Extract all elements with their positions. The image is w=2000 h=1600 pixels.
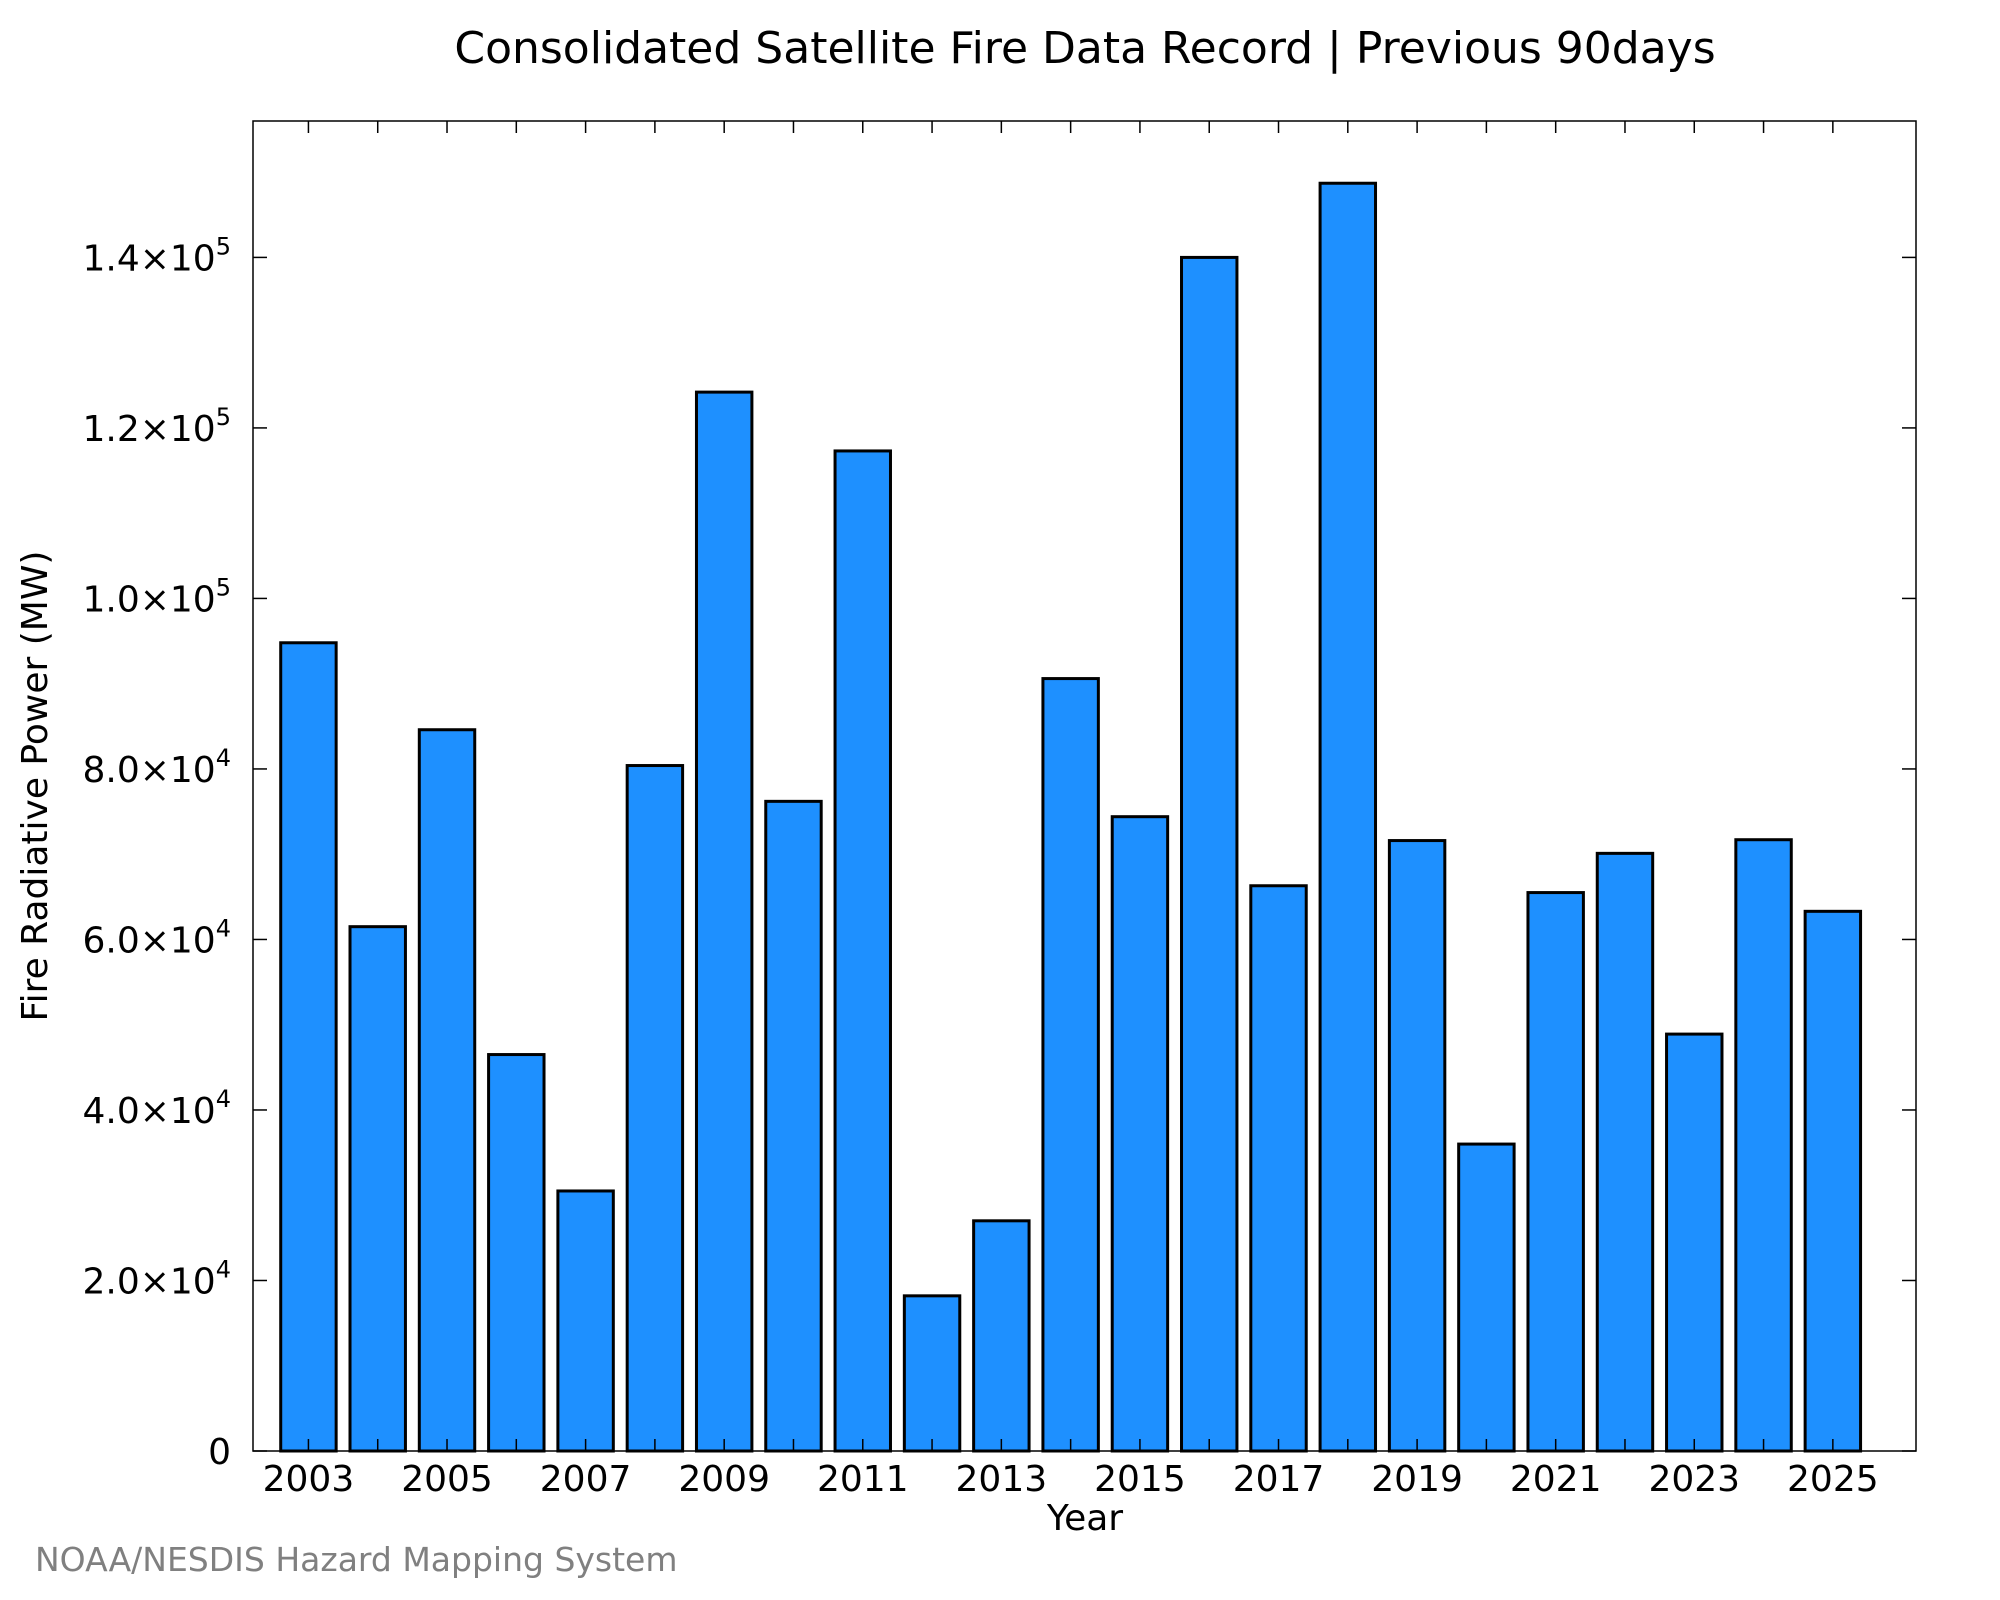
x-tick-label-2011: 2011 — [817, 1459, 909, 1500]
bar-2017 — [1249, 884, 1308, 1453]
bar-2012 — [902, 1294, 962, 1453]
bar-2025 — [1803, 909, 1863, 1453]
y-tick-label-20000: 2.0×104 — [82, 1255, 231, 1302]
bar-2020 — [1457, 1142, 1516, 1453]
plot-frame — [252, 120, 1917, 1452]
bar-2021 — [1526, 891, 1585, 1453]
y-axis-label: Fire Radiative Power (MW) — [15, 551, 56, 1022]
x-tick-label-2009: 2009 — [678, 1459, 770, 1500]
y-tick-label-60000: 6.0×104 — [82, 914, 231, 961]
y-tick-label-80000: 8.0×104 — [82, 744, 231, 791]
x-tick-label-2005: 2005 — [401, 1459, 493, 1500]
bar-2015 — [1110, 815, 1170, 1453]
x-tick-label-2017: 2017 — [1233, 1459, 1325, 1500]
bar-2003 — [279, 641, 338, 1453]
x-tick-label-2003: 2003 — [263, 1459, 355, 1500]
bar-2009 — [694, 390, 754, 1453]
y-tick-label-100000: 1.0×105 — [82, 573, 231, 620]
y-axis: 0 2.0×104 4.0×104 6.0×104 8.0×104 1.0×105 1.2×… — [82, 232, 1916, 1473]
bar-2004 — [348, 925, 407, 1453]
bar-2016 — [1180, 255, 1239, 1453]
x-tick-label-2021: 2021 — [1510, 1459, 1602, 1500]
x-tick-label-2019: 2019 — [1371, 1459, 1463, 1500]
bar-2006 — [487, 1053, 546, 1453]
y-tick-label-120000: 1.2×105 — [82, 403, 231, 450]
bar-2018 — [1318, 181, 1378, 1453]
x-tick-label-2013: 2013 — [956, 1459, 1048, 1500]
bar-2010 — [764, 799, 823, 1453]
y-tick-label-0: 0 — [208, 1432, 231, 1473]
bar-2007 — [556, 1189, 615, 1453]
bar-2011 — [833, 449, 892, 1453]
y-tick-label-140000: 1.4×105 — [82, 232, 231, 279]
x-tick-label-2023: 2023 — [1648, 1459, 1740, 1500]
bar-2019 — [1387, 839, 1447, 1453]
x-axis: 2003 2005 2007 2009 2011 2013 2015 2017 2019 2021… — [263, 121, 1879, 1500]
chart-title: Consolidated Satellite Fire Data Record … — [454, 23, 1715, 74]
y-tick-label-40000: 4.0×104 — [82, 1085, 231, 1132]
x-tick-label-2015: 2015 — [1094, 1459, 1186, 1500]
bar-2024 — [1734, 838, 1793, 1453]
bar-2014 — [1041, 677, 1100, 1453]
bar-2005 — [417, 728, 477, 1453]
bar-2008 — [625, 764, 685, 1453]
x-tick-label-2007: 2007 — [540, 1459, 632, 1500]
bar-2013 — [972, 1219, 1031, 1453]
bar-2023 — [1665, 1032, 1724, 1453]
x-axis-label: Year — [1046, 1498, 1123, 1539]
bar-2022 — [1595, 851, 1655, 1453]
x-tick-label-2025: 2025 — [1787, 1459, 1879, 1500]
credit-text: NOAA/NESDIS Hazard Mapping System — [35, 1540, 678, 1579]
bars-group — [279, 181, 1863, 1453]
